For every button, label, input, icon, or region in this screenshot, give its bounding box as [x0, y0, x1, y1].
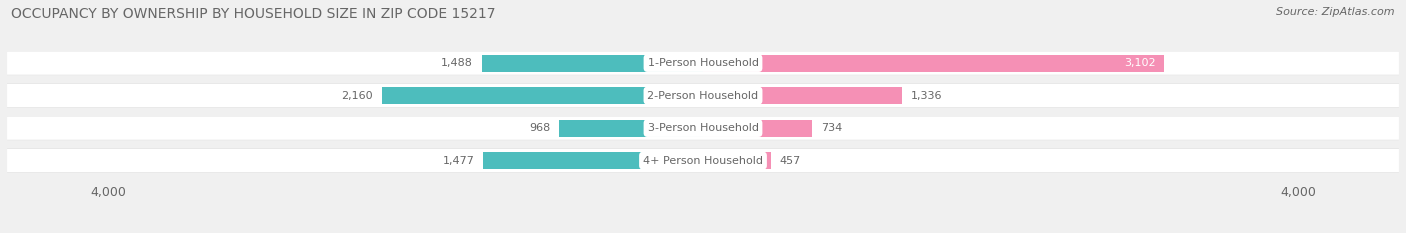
Text: 3-Person Household: 3-Person Household	[648, 123, 758, 133]
Text: 1,488: 1,488	[441, 58, 472, 68]
Text: OCCUPANCY BY OWNERSHIP BY HOUSEHOLD SIZE IN ZIP CODE 15217: OCCUPANCY BY OWNERSHIP BY HOUSEHOLD SIZE…	[11, 7, 496, 21]
FancyBboxPatch shape	[7, 84, 1399, 108]
Bar	[560, 120, 703, 137]
FancyBboxPatch shape	[7, 116, 1399, 140]
Text: 1,336: 1,336	[911, 91, 942, 101]
Text: 4+ Person Household: 4+ Person Household	[643, 156, 763, 166]
Text: 734: 734	[821, 123, 842, 133]
FancyBboxPatch shape	[7, 116, 1399, 140]
Text: 1-Person Household: 1-Person Household	[648, 58, 758, 68]
FancyBboxPatch shape	[7, 84, 1399, 107]
Text: 1,477: 1,477	[443, 156, 474, 166]
Bar	[703, 87, 901, 104]
Text: Source: ZipAtlas.com: Source: ZipAtlas.com	[1277, 7, 1395, 17]
Bar	[703, 55, 1164, 72]
Bar	[703, 120, 813, 137]
FancyBboxPatch shape	[7, 149, 1399, 172]
Bar	[703, 152, 770, 169]
Bar	[382, 87, 703, 104]
Text: 3,102: 3,102	[1123, 58, 1156, 68]
Text: 457: 457	[780, 156, 801, 166]
FancyBboxPatch shape	[7, 51, 1399, 75]
FancyBboxPatch shape	[7, 51, 1399, 75]
Text: 2-Person Household: 2-Person Household	[647, 91, 759, 101]
FancyBboxPatch shape	[7, 149, 1399, 173]
Bar	[482, 55, 703, 72]
Text: 2,160: 2,160	[342, 91, 373, 101]
Bar	[484, 152, 703, 169]
Text: 968: 968	[529, 123, 550, 133]
